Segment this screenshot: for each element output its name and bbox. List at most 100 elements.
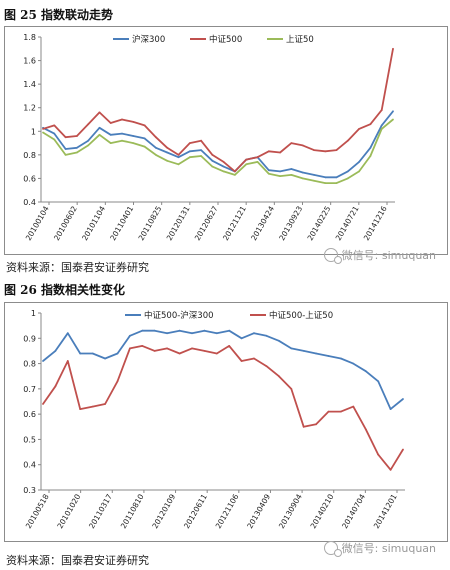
data-point bbox=[302, 350, 305, 352]
data-point bbox=[42, 403, 44, 405]
data-point bbox=[256, 161, 259, 163]
data-point bbox=[278, 375, 280, 378]
series-line-1 bbox=[42, 110, 394, 179]
data-point bbox=[98, 133, 101, 136]
data-point bbox=[42, 131, 44, 134]
data-point bbox=[364, 428, 367, 431]
data-point bbox=[290, 174, 293, 176]
data-point bbox=[211, 165, 214, 168]
data-point bbox=[155, 146, 157, 149]
data-point bbox=[121, 132, 123, 135]
figure-26-watermark: 微信号: simuquan bbox=[323, 540, 436, 557]
data-point bbox=[389, 408, 392, 410]
x-tick-label: 20101104 bbox=[80, 204, 107, 242]
x-tick-label: 20140704 bbox=[340, 492, 367, 530]
data-point bbox=[335, 176, 338, 179]
x-tick-label: 20130424 bbox=[249, 204, 276, 242]
y-tick-label: 0.4 bbox=[23, 198, 36, 207]
x-tick-label: 20121121 bbox=[221, 204, 248, 242]
data-point bbox=[109, 142, 112, 144]
data-point bbox=[91, 405, 94, 408]
x-tick-label: 20110810 bbox=[119, 492, 146, 530]
data-point bbox=[166, 159, 169, 162]
y-tick-label: 0.3 bbox=[23, 486, 36, 495]
figure-26-source: 资料来源：国泰君安证券研究 bbox=[6, 554, 149, 567]
x-tick-label: 20130923 bbox=[277, 204, 304, 242]
data-point bbox=[143, 145, 146, 148]
data-point bbox=[352, 362, 355, 365]
x-tick-label: 20140225 bbox=[306, 204, 333, 242]
data-point bbox=[302, 425, 305, 428]
data-point bbox=[177, 163, 180, 166]
data-point bbox=[87, 123, 90, 126]
data-point bbox=[200, 149, 203, 151]
data-point bbox=[267, 172, 270, 175]
data-point bbox=[267, 150, 270, 153]
data-point bbox=[340, 410, 342, 413]
data-point bbox=[64, 136, 67, 139]
data-point bbox=[377, 380, 380, 383]
data-point bbox=[301, 144, 304, 147]
x-tick-label: 20120109 bbox=[150, 492, 177, 530]
data-point bbox=[191, 332, 193, 335]
data-point bbox=[315, 352, 317, 355]
data-point bbox=[54, 350, 57, 352]
data-point bbox=[346, 170, 349, 173]
data-point bbox=[267, 169, 270, 172]
x-tick-label: 20141201 bbox=[372, 492, 399, 530]
data-point bbox=[279, 170, 281, 173]
data-point bbox=[153, 329, 156, 332]
data-point bbox=[380, 128, 383, 130]
data-point bbox=[211, 154, 214, 156]
data-point bbox=[358, 161, 360, 163]
data-point bbox=[178, 329, 181, 332]
data-point bbox=[369, 155, 372, 157]
y-tick-label: 0.7 bbox=[23, 385, 36, 394]
data-point bbox=[290, 388, 293, 390]
data-point bbox=[121, 118, 123, 121]
data-point bbox=[116, 380, 119, 383]
data-point bbox=[290, 168, 293, 170]
figure-25-title: 图 25 指数联动走势 bbox=[4, 8, 114, 22]
data-point bbox=[222, 170, 225, 173]
data-point bbox=[64, 154, 67, 156]
data-point bbox=[364, 370, 367, 373]
x-tick-label: 20100518 bbox=[24, 492, 51, 530]
data-point bbox=[392, 110, 394, 113]
data-point bbox=[177, 154, 180, 156]
data-point bbox=[377, 453, 380, 456]
data-point bbox=[191, 347, 193, 350]
series-line-2 bbox=[42, 48, 394, 173]
data-point bbox=[141, 329, 144, 332]
data-point bbox=[380, 109, 383, 111]
data-point bbox=[79, 352, 82, 355]
data-point bbox=[76, 135, 78, 137]
data-point bbox=[315, 423, 317, 426]
data-point bbox=[203, 350, 206, 352]
data-point bbox=[54, 385, 57, 388]
y-tick-label: 1.2 bbox=[23, 104, 36, 113]
data-point bbox=[222, 165, 225, 168]
legend-label-3: 上证50 bbox=[286, 35, 314, 45]
legend-label-2: 中证500 bbox=[209, 34, 242, 45]
y-tick-label: 1 bbox=[31, 127, 36, 136]
data-point bbox=[87, 144, 90, 147]
data-point bbox=[335, 182, 338, 185]
figure-25-source: 资料来源：国泰君安证券研究 bbox=[6, 261, 149, 274]
data-point bbox=[324, 182, 327, 185]
data-point bbox=[392, 118, 394, 121]
data-point bbox=[279, 175, 281, 178]
data-point bbox=[109, 133, 112, 136]
wechat-icon bbox=[323, 541, 342, 557]
data-point bbox=[313, 149, 315, 151]
data-point bbox=[178, 352, 181, 355]
data-point bbox=[402, 398, 404, 400]
y-tick-label: 0.8 bbox=[23, 151, 36, 160]
legend-label-1: 沪深300 bbox=[132, 34, 165, 45]
data-point bbox=[166, 347, 169, 350]
data-point bbox=[352, 405, 355, 408]
data-point bbox=[64, 148, 67, 150]
data-point bbox=[327, 355, 330, 357]
data-point bbox=[132, 135, 135, 137]
x-tick-label: 20141216 bbox=[362, 204, 389, 242]
